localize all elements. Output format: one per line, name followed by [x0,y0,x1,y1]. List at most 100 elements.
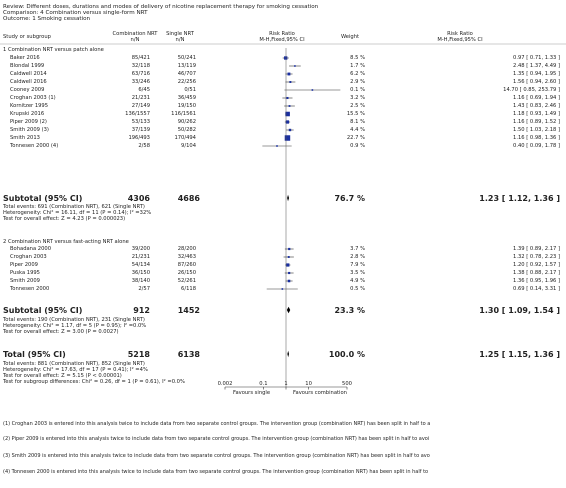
study-weight: 3.2 % [350,95,365,101]
col-group2-sub: n/N [175,37,185,43]
study-marker [289,81,292,83]
study-group2: 26/150 [177,270,196,276]
study-group1: 6/45 [138,87,150,93]
study-group1: 196/493 [128,135,150,141]
study-name: Blondal 1999 [10,63,45,69]
study-marker [294,65,296,67]
x-label-left: Favours single [232,390,271,396]
total-weight: 100.0 % [328,350,365,359]
study-group2: 90/262 [177,119,196,125]
study-marker [288,128,292,132]
study-ci: 1.43 [ 0.83, 2.46 ] [513,103,560,109]
study-marker [288,105,291,107]
study-name: Tonnesen 2000 [10,286,50,292]
col-rr2-sub: M-H,Fixed,95% CI [437,37,483,43]
study-weight: 2.5 % [350,103,365,109]
study-name: Smith 2009 (3) [10,127,49,133]
study-marker [286,263,290,267]
study-ci: 1.18 [ 0.93, 1.49 ] [513,111,560,117]
study-group2: 46/707 [177,71,196,77]
x-tick-label: 10 [305,381,312,387]
footnote-2: (2) Piper 2009 is entered into this anal… [3,436,430,442]
total-note: Heterogeneity: Chi² = 17.63, df = 17 (P … [3,367,148,373]
study-group1: 136/1557 [125,111,150,117]
study-marker [276,145,278,147]
study-marker [287,72,291,76]
study-marker [284,135,291,141]
study-name: Piper 2009 (2) [10,119,47,125]
study-weight: 0.9 % [350,143,365,149]
x-tick-label: 1 [284,381,287,387]
total-group2: 6138 [177,350,200,359]
study-ci: 1.16 [ 0.98, 1.36 ] [513,135,560,141]
study-name: Cooney 2009 [10,87,45,93]
study-group2: 116/1561 [171,111,196,117]
study-ci: 1.16 [ 0.89, 1.52 ] [513,119,560,125]
study-ci: 1.56 [ 0.94, 2.60 ] [513,79,560,85]
study-marker [288,247,291,251]
study-marker [287,256,290,258]
study-name: Krupski 2016 [10,111,45,117]
study-group2: 0/51 [184,87,196,93]
subtotal-note: Test for overall effect: Z = 3.00 (P = 0… [3,329,119,335]
total-diamond [287,350,290,358]
study-group1: 37/139 [131,127,150,133]
subtotal-group1: 912 [133,306,150,315]
study-group2: 52/261 [177,278,196,284]
study-weight: 6.2 % [350,71,365,77]
col-weight: Weight [340,34,360,40]
study-name: Caldwell 2014 [10,71,47,77]
study-group2: 50/241 [177,55,196,61]
study-weight: 8.5 % [350,55,365,61]
col-rr-sub: M-H,Fixed,95% CI [259,37,305,43]
study-group1: 39/200 [131,246,150,252]
study-weight: 4.9 % [350,278,365,284]
study-ci: 1.36 [ 0.95, 1.96 ] [513,278,560,284]
subtotal-note: Heterogeneity: Chi² = 1.17, df = 5 (P = … [3,323,147,329]
study-marker [287,279,291,283]
total-note: Test for overall effect: Z = 5.15 (P < 0… [3,373,122,379]
study-group2: 32/463 [177,254,196,260]
study-name: Baker 2016 [10,55,40,61]
study-group2: 170/494 [174,135,196,141]
subtotal-group2: 1452 [177,306,200,315]
subtotal-label: Subtotal (95% CI) [3,306,83,315]
review-title: Review: Different doses, durations and m… [3,4,319,10]
outcome-title: Outcome: 1 Smoking cessation [3,16,91,22]
study-group2: 9/104 [181,143,196,149]
subtotal-note: Heterogeneity: Chi² = 16.11, df = 11 (P … [3,210,152,216]
study-name: Tonnesen 2000 (4) [10,143,59,149]
subtotal-note: Total events: 190 (Combination NRT), 231… [3,317,145,323]
study-group1: 53/133 [131,119,150,125]
study-marker [284,56,288,60]
footnote-1: (1) Croghan 2003 is entered into this an… [3,421,431,427]
study-marker [288,271,291,275]
study-group1: 36/150 [131,270,150,276]
x-tick-label: 0.002 [218,381,233,387]
study-weight: 4.4 % [350,127,365,133]
study-ci: 1.32 [ 0.78, 2.23 ] [513,254,560,260]
footnote-3: (3) Smith 2009 is entered into this anal… [3,453,430,459]
study-group1: 32/118 [131,63,150,69]
study-group1: 21/231 [131,254,150,260]
study-ci: 1.39 [ 0.89, 2.17 ] [513,246,560,252]
study-name: Croghan 2003 [10,254,47,260]
study-group1: 33/246 [131,79,150,85]
col-rr2: Risk Ratio [447,31,473,37]
study-ci: 1.50 [ 1.03, 2.18 ] [513,127,560,133]
study-marker [285,111,290,117]
study-weight: 3.5 % [350,270,365,276]
subtotal-diamond [286,306,291,314]
subtotal-weight: 76.7 % [334,194,365,203]
col-group1-sub: n/N [130,37,140,43]
x-label-right: Favours combination [293,390,347,396]
total-group1: 5218 [127,350,150,359]
subtotal-weight: 23.3 % [334,306,365,315]
subtotal-ci: 1.30 [ 1.09, 1.54 ] [479,306,560,315]
study-ci: 1.16 [ 0.69, 1.94 ] [513,95,560,101]
study-name: Smith 2013 [10,135,40,141]
study-ci: 0.40 [ 0.09, 1.78 ] [513,143,560,149]
study-weight: 8.1 % [350,119,365,125]
comparison-title: Comparison: 4 Combination versus single-… [3,10,148,16]
study-group2: 28/200 [177,246,196,252]
